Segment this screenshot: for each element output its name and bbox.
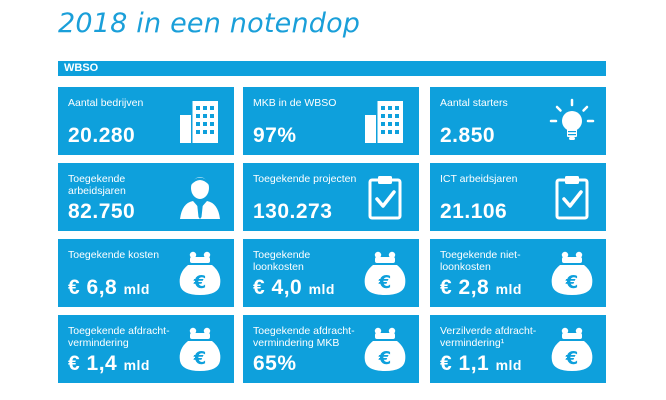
tile-value: 82.750 [68,200,136,223]
tile-toegekende-projecten: Toegekende projecten 130.273 [243,163,419,231]
euro-purse-icon: € [361,325,409,373]
clipboard-check-icon [548,173,596,221]
euro-purse-icon: € [361,249,409,297]
building-icon [361,97,409,145]
tile-label: Toegekende arbeidsjaren [68,173,126,197]
tile-aantal-starters: Aantal starters 2.850 [430,87,606,155]
tile-toegekende-niet-loonkosten: Toegekende niet-loonkosten € 2,8 mld € [430,239,606,307]
tile-toegekende-arbeidsjaren: Toegekende arbeidsjaren 82.750 [58,163,234,231]
tile-label: MKB in de WBSO [253,97,337,109]
tile-aantal-bedrijven: Aantal bedrijven 20.280 [58,87,234,155]
tile-toegekende-afdrachtvermindering: Toegekende afdracht-vermindering € 1,4 m… [58,315,234,383]
tile-value: 20.280 [68,124,136,147]
tile-label: Toegekende niet-loonkosten [440,249,521,273]
lightbulb-icon [548,97,596,145]
tile-value: 97% [253,124,297,147]
euro-purse-icon: € [176,325,224,373]
tile-mkb-in-de-wbso: MKB in de WBSO 97% [243,87,419,155]
tile-label: ICT arbeidsjaren [440,173,518,185]
tile-label: Toegekende projecten [253,173,357,185]
tile-value: € 6,8 mld [68,276,150,299]
tile-value: € 2,8 mld [440,276,522,299]
person-icon [176,173,224,221]
svg-text:€: € [565,272,579,293]
clipboard-check-icon [361,173,409,221]
euro-purse-icon: € [548,249,596,297]
tile-toegekende-kosten: Toegekende kosten € 6,8 mld € [58,239,234,307]
tile-value: 21.106 [440,200,508,223]
page-title: 2018 in een notendop [58,8,361,39]
tile-label: Aantal bedrijven [68,97,144,109]
tile-toegekende-loonkosten: Toegekende loonkosten € 4,0 mld € [243,239,419,307]
tile-toegekende-afdrachtvermindering-mkb: Toegekende afdracht-vermindering MKB 65%… [243,315,419,383]
tile-value: € 4,0 mld [253,276,335,299]
tile-label: Verzilverde afdracht-vermindering¹ [440,325,537,349]
svg-text:€: € [378,272,392,293]
tile-verzilverde-afdrachtvermindering: Verzilverde afdracht-vermindering¹ € 1,1… [430,315,606,383]
building-icon [176,97,224,145]
tile-value: 65% [253,352,297,375]
svg-text:€: € [193,348,207,369]
tile-ict-arbeidsjaren: ICT arbeidsjaren 21.106 [430,163,606,231]
tile-label: Toegekende kosten [68,249,160,261]
tile-value: 130.273 [253,200,333,223]
svg-text:€: € [565,348,579,369]
tile-value: € 1,1 mld [440,352,522,375]
tile-label: Aantal starters [440,97,508,109]
euro-purse-icon: € [176,249,224,297]
svg-text:€: € [193,272,207,293]
tile-label: Toegekende loonkosten [253,249,311,273]
euro-purse-icon: € [548,325,596,373]
svg-text:€: € [378,348,392,369]
section-header-wbso: WBSO [58,61,606,76]
tile-value: 2.850 [440,124,496,147]
tile-value: € 1,4 mld [68,352,150,375]
tile-label: Toegekende afdracht-vermindering [68,325,170,349]
tile-label: Toegekende afdracht-vermindering MKB [253,325,355,349]
